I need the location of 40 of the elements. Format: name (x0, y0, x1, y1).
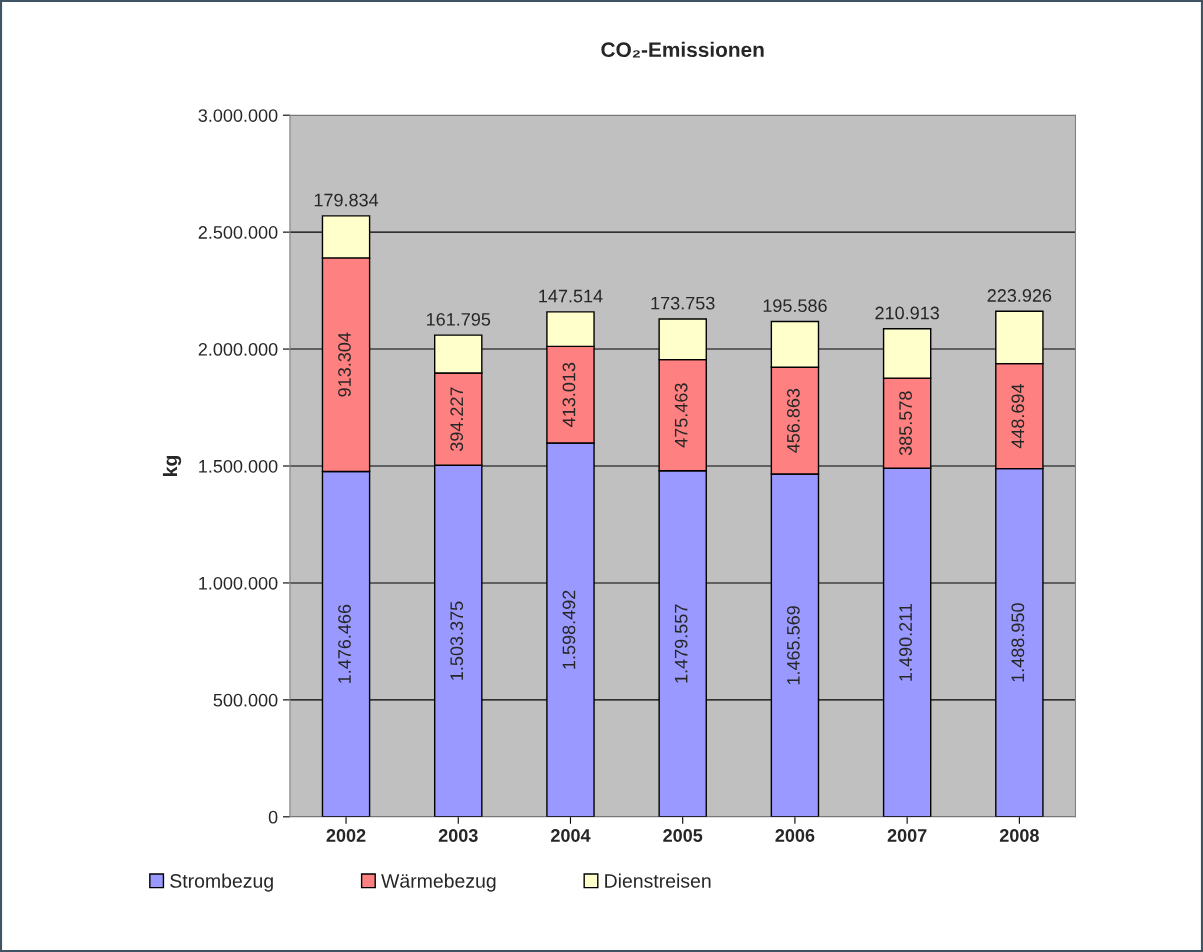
data-label: 179.834 (314, 193, 379, 207)
data-label: 913.304 (338, 332, 351, 397)
y-tick-label: 2.500.000 (198, 226, 278, 239)
x-tick-label: 2002 (326, 829, 366, 842)
data-label: 210.913 (875, 306, 939, 320)
x-tick-label: 2005 (663, 829, 703, 842)
data-label: 1.465.569 (786, 606, 800, 685)
data-label: 448.694 (1011, 384, 1025, 449)
data-label: 1.476.466 (338, 604, 351, 683)
y-tick-label: 1.000.000 (199, 576, 278, 590)
y-tick-label: 0 (268, 810, 278, 824)
data-label: 173.753 (651, 296, 715, 310)
data-label: 1.503.375 (450, 601, 464, 680)
x-tick-label: 2004 (551, 829, 591, 842)
y-tick-label: 500.000 (213, 693, 278, 707)
legend-label: Dienstreisen (605, 873, 711, 888)
data-label: 456.863 (786, 388, 800, 453)
x-tick-label: 2003 (438, 829, 478, 842)
data-label: 1.488.950 (1011, 603, 1025, 682)
legend-label: Strombezug (170, 873, 273, 892)
data-label: 223.926 (987, 289, 1052, 302)
x-tick-label: 2007 (887, 829, 927, 842)
data-label: 1.490.211 (899, 603, 912, 681)
chart-title: CO₂-Emissionen (601, 41, 764, 58)
data-label: 1.479.557 (674, 604, 688, 683)
data-label: 394.227 (450, 387, 464, 452)
y-axis-title: kg (162, 455, 182, 476)
data-label: 147.514 (539, 289, 603, 303)
data-label: 195.586 (763, 299, 827, 313)
legend-label: Wärmebezug (381, 873, 496, 892)
data-label: 385.578 (899, 391, 912, 456)
x-tick-label: 2008 (999, 829, 1039, 842)
data-label: 475.463 (674, 383, 688, 448)
data-label: 161.795 (427, 312, 491, 326)
x-tick-label: 2006 (775, 829, 815, 842)
y-tick-label: 1.500.000 (199, 459, 278, 473)
y-tick-label: 3.000.000 (198, 109, 278, 122)
data-label: 1.598.492 (562, 590, 576, 669)
y-tick-label: 2.000.000 (198, 343, 278, 356)
data-label: 413.013 (562, 362, 576, 427)
